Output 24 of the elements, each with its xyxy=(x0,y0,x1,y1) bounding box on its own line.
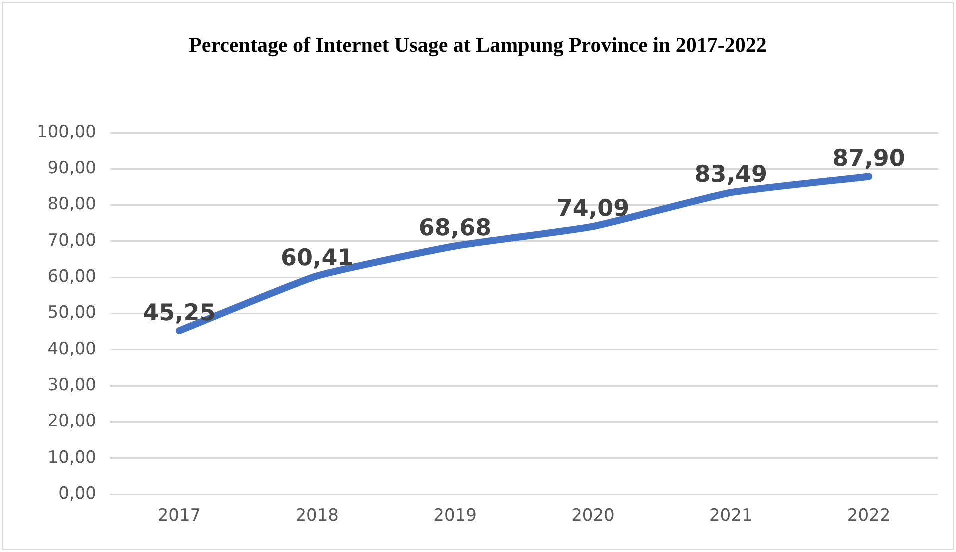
y-tick-label: 30,00 xyxy=(48,376,96,396)
x-tick-label: 2017 xyxy=(158,506,202,526)
chart-title: Percentage of Internet Usage at Lampung Province in 2017-2022 xyxy=(188,33,768,58)
y-tick-label: 60,00 xyxy=(48,267,96,288)
data-label: 60,41 xyxy=(280,246,354,272)
y-tick-label: 90,00 xyxy=(48,158,96,179)
data-label: 87,90 xyxy=(832,146,906,172)
y-tick-label: 20,00 xyxy=(48,412,96,432)
x-tick-label: 2020 xyxy=(572,506,615,526)
y-tick-label: 100,00 xyxy=(37,122,96,142)
data-label: 74,09 xyxy=(556,196,630,222)
data-label: 83,49 xyxy=(694,162,768,188)
x-tick-label: 2019 xyxy=(434,506,477,526)
y-tick-label: 50,00 xyxy=(48,303,96,324)
y-tick-label: 70,00 xyxy=(48,230,96,251)
data-label: 45,25 xyxy=(143,300,216,326)
y-tick-label: 80,00 xyxy=(48,194,96,215)
x-tick-label: 2022 xyxy=(847,506,891,526)
y-tick-label: 0,00 xyxy=(58,484,96,504)
x-tick-label: 2021 xyxy=(709,506,753,526)
x-tick-label: 2018 xyxy=(296,506,339,526)
y-tick-label: 10,00 xyxy=(48,448,96,468)
y-tick-label: 40,00 xyxy=(48,339,96,360)
data-label: 68,68 xyxy=(418,216,492,242)
